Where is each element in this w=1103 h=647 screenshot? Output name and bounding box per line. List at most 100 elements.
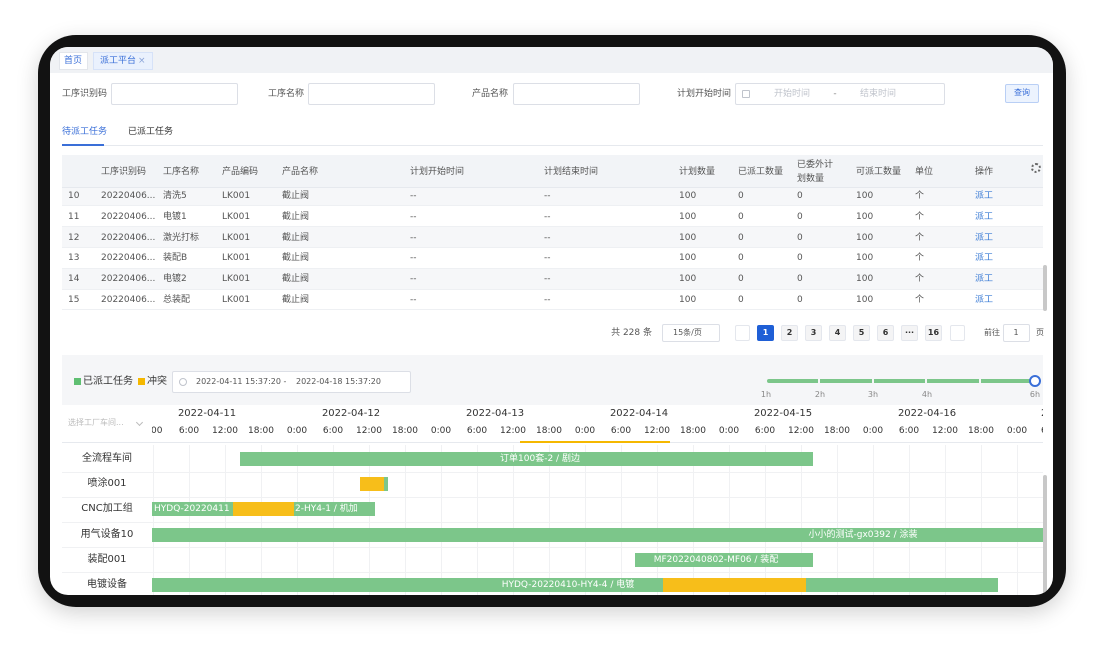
table-header (62, 155, 1043, 188)
table-cell: LK001 (222, 211, 251, 222)
table-cell: 激光打标 (163, 232, 200, 243)
page-number[interactable]: 6 (882, 328, 889, 337)
table-cell: 0 (738, 274, 744, 285)
zoom-label[interactable]: 6h (1029, 390, 1041, 399)
page-number[interactable]: ··· (904, 328, 915, 337)
dispatch-link[interactable]: 派工 (975, 274, 994, 285)
hour-label: 18:00 (680, 426, 706, 436)
input[interactable] (111, 83, 238, 105)
tab-label[interactable]: 派工平台 (100, 56, 137, 66)
zoom-label[interactable]: 3h (867, 390, 879, 399)
zoom-handle[interactable] (1029, 375, 1041, 387)
zoom-label[interactable]: 1h (760, 390, 772, 399)
time-grid-line (405, 445, 406, 595)
next-page[interactable] (950, 325, 965, 341)
day-label: 2022-04-13 (465, 408, 525, 419)
time-grid-line (693, 445, 694, 595)
search-button[interactable] (1005, 84, 1039, 103)
page-button[interactable] (901, 325, 918, 341)
task-bar[interactable] (240, 452, 813, 466)
dispatch-link[interactable]: 派工 (975, 191, 994, 201)
table-cell: 100 (679, 232, 697, 243)
subtab[interactable]: 已派工任务 (128, 127, 174, 137)
page-button[interactable] (781, 325, 798, 341)
task-bar[interactable] (384, 477, 388, 492)
hour-label: 6:00 (898, 426, 920, 436)
page-number[interactable]: 16 (927, 328, 940, 337)
tab[interactable] (93, 52, 153, 70)
tab-close[interactable]: × (138, 56, 146, 66)
dispatch-link[interactable]: 派工 (975, 253, 994, 264)
page-button[interactable] (877, 325, 894, 341)
conflict-bar[interactable] (233, 502, 294, 517)
page-button[interactable] (805, 325, 822, 341)
legend-label: 已派工任务 (83, 376, 133, 387)
date-range[interactable] (735, 83, 945, 105)
page-size[interactable]: 15条/页 (673, 328, 702, 337)
input[interactable] (308, 83, 435, 105)
column-header: 工序识别码 (101, 167, 147, 177)
table-cell: -- (410, 191, 417, 201)
tab-label[interactable]: 首页 (63, 56, 82, 66)
table-cell: 100 (679, 253, 697, 264)
table-cell: 0 (797, 295, 803, 305)
time-grid-line (621, 445, 622, 595)
table-cell: -- (544, 253, 551, 264)
page-size-select[interactable] (662, 324, 720, 342)
input[interactable] (513, 83, 640, 105)
table-cell: 100 (856, 232, 874, 243)
hour-label: 6 (1041, 424, 1043, 438)
prev-page[interactable] (735, 325, 750, 341)
hour-label: 6:00 (466, 426, 488, 436)
task-bar[interactable] (152, 527, 1043, 542)
tab[interactable] (59, 52, 88, 70)
dispatch-link[interactable]: 派工 (975, 211, 994, 222)
time-grid-line (297, 445, 298, 595)
dispatch-link[interactable]: 派工 (975, 295, 994, 305)
timeline-body: 订单100套-2 / 剧边 HYDQ-20220411 2-HY4-1 / 机加 小小… (152, 445, 1043, 595)
pagination-total: 共 228 条 (611, 328, 652, 338)
legend-swatch (138, 378, 145, 385)
table-cell: 0 (738, 295, 744, 305)
resource-name: 全流程车间 (82, 453, 132, 464)
page-number[interactable]: 2 (786, 328, 793, 337)
table-cell: 个 (915, 295, 925, 305)
page-button[interactable] (853, 325, 870, 341)
conflict-bar[interactable] (360, 477, 384, 492)
filter-label: 工序识别码 (62, 89, 108, 99)
dispatch-link[interactable]: 派工 (975, 232, 994, 243)
page-button[interactable] (757, 325, 774, 341)
settings-icon[interactable] (1031, 163, 1041, 173)
page-number[interactable]: 1 (762, 328, 769, 337)
table-cell: 截止阀 (282, 295, 310, 305)
page-button[interactable] (829, 325, 846, 341)
hour-label: 12:00 (788, 426, 814, 436)
filter-label: 产品名称 (472, 89, 509, 99)
page-number[interactable]: 5 (858, 328, 865, 337)
day-label: 2022-04-15 (753, 408, 813, 419)
task-label: 小小的测试-gx0392 / 涂装 (808, 529, 918, 540)
table-cell: -- (410, 232, 417, 243)
page-number[interactable]: 3 (810, 328, 817, 337)
task-bar[interactable] (635, 552, 813, 567)
day-label: 2022-04-16 (897, 408, 957, 419)
goto-input[interactable] (1003, 324, 1030, 342)
page-button[interactable] (925, 325, 942, 341)
column-header: 已委外计划数量 (797, 160, 834, 184)
search-button-label[interactable]: 查询 (1014, 88, 1030, 97)
resource-select[interactable]: 选择工厂车间... (68, 418, 124, 427)
page-number[interactable]: 4 (834, 328, 841, 337)
hour-label: 6:00 (322, 426, 344, 436)
datetime-range[interactable] (172, 371, 411, 393)
zoom-label[interactable]: 4h (921, 390, 933, 399)
task-label: MF2022040802-MF06 / 装配 (653, 554, 779, 565)
hour-label: 0:00 (862, 426, 884, 436)
conflict-bar[interactable] (663, 578, 806, 592)
table-cell: 20220406... (101, 295, 156, 305)
subtab[interactable]: 待派工任务 (62, 127, 108, 137)
table-cell: 装配B (163, 253, 188, 264)
zoom-label[interactable]: 2h (814, 390, 826, 399)
goto-value[interactable]: 1 (1013, 328, 1019, 337)
range-start: 2022-04-11 15:37:20 (196, 377, 281, 386)
table-row (62, 248, 1043, 269)
